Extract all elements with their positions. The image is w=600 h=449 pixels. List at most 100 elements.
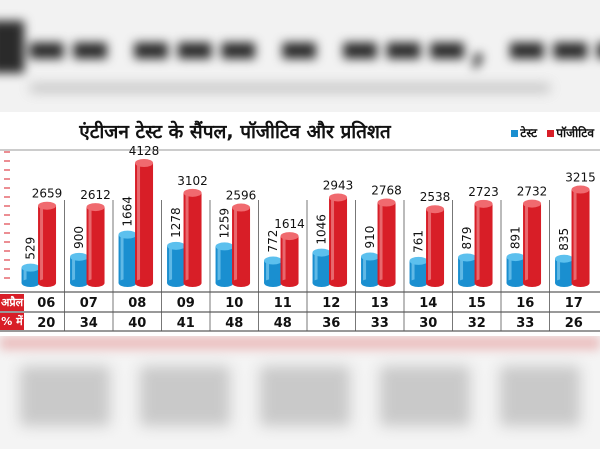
- test-bar-base: [361, 279, 380, 287]
- blurred-block: [140, 366, 230, 426]
- category-label: 07: [80, 296, 98, 311]
- positive-bar-base: [183, 279, 202, 287]
- test-bar-top: [21, 263, 40, 272]
- test-bar-base: [167, 279, 186, 287]
- percent-label: 32: [468, 316, 486, 331]
- positive-value-label: 2659: [32, 187, 63, 201]
- category-label: 09: [177, 296, 195, 311]
- positive-bar-highlight: [234, 207, 238, 283]
- test-bar-top: [506, 253, 525, 262]
- category-label: 10: [225, 296, 243, 311]
- test-bar-highlight: [411, 260, 415, 283]
- positive-bar-top: [135, 159, 154, 167]
- test-bar-top: [361, 252, 380, 261]
- test-bar-top: [264, 256, 283, 265]
- test-bar-base: [118, 279, 137, 287]
- legend: टेस्ट पॉजीटिव: [505, 124, 594, 141]
- percent-label: 34: [80, 316, 98, 331]
- percent-label: 36: [322, 316, 340, 331]
- category-label: 11: [274, 296, 292, 311]
- positive-bar-top: [571, 185, 590, 194]
- category-label: 08: [128, 296, 146, 311]
- legend-tests-swatch: [511, 129, 519, 137]
- percent-label: 33: [371, 316, 389, 331]
- test-bar-base: [21, 279, 40, 287]
- positive-value-label: 4128: [129, 144, 160, 158]
- test-bar-base: [555, 279, 574, 287]
- test-bar-base: [458, 279, 477, 287]
- percent-label: 41: [177, 316, 195, 331]
- test-bar-base: [409, 279, 428, 287]
- percent-label: 26: [565, 316, 583, 331]
- test-value-label: 529: [24, 237, 38, 260]
- positive-bar-base: [232, 279, 251, 287]
- positive-bar-highlight: [428, 209, 432, 283]
- category-label: 14: [419, 296, 437, 311]
- test-bar-top: [312, 248, 331, 257]
- positive-bar-base: [135, 279, 154, 287]
- positive-bar-top: [426, 205, 445, 214]
- positive-bar-base: [280, 279, 299, 287]
- test-bar-top: [70, 252, 89, 261]
- positive-value-label: 2723: [468, 185, 499, 199]
- positive-bar-highlight: [476, 203, 480, 283]
- category-label: 16: [516, 296, 534, 311]
- test-value-label: 1259: [218, 208, 232, 239]
- chart-title: एंटीजन टेस्ट के सैंपल, पॉजीटिव और प्रतिश…: [79, 121, 391, 143]
- positive-bar-highlight: [137, 163, 141, 283]
- positive-bar-base: [86, 279, 105, 287]
- positive-value-label: 2612: [80, 188, 111, 202]
- positive-value-label: 1614: [274, 217, 305, 231]
- positive-value-label: 2732: [517, 185, 548, 199]
- positive-bar-top: [377, 198, 396, 207]
- date-row-label: अप्रैल: [0, 294, 24, 311]
- positive-bar-base: [523, 279, 542, 287]
- positive-bar-top: [232, 203, 251, 212]
- test-bar-highlight: [217, 246, 221, 283]
- positive-bar-highlight: [379, 202, 383, 283]
- positive-value-label: 3102: [177, 174, 208, 188]
- percent-label: 48: [225, 316, 243, 331]
- test-bar-base: [70, 279, 89, 287]
- positive-bar-highlight: [331, 197, 335, 283]
- category-label: 17: [565, 296, 583, 311]
- test-bar-top: [215, 242, 234, 251]
- positive-bar-highlight: [525, 203, 529, 283]
- test-bar-highlight: [23, 267, 27, 283]
- positive-bar-base: [38, 279, 57, 287]
- blurred-block: [500, 366, 580, 426]
- legend-positive-swatch: [547, 129, 555, 137]
- positive-value-label: 2943: [323, 178, 354, 192]
- percent-label: 30: [419, 316, 437, 331]
- test-bar-base: [506, 279, 525, 287]
- test-bar-highlight: [557, 258, 561, 283]
- positive-value-label: 2596: [226, 189, 257, 203]
- test-bar-highlight: [169, 245, 173, 283]
- blurred-footer-area: [0, 336, 600, 449]
- category-label: 13: [371, 296, 389, 311]
- test-value-label: 900: [72, 226, 86, 249]
- test-value-label: 879: [460, 227, 474, 250]
- test-bar-top: [118, 230, 137, 239]
- positive-bar-highlight: [40, 205, 44, 283]
- test-bar-top: [167, 241, 186, 250]
- blurred-header-area: █▬▬ ▬▬▬ ▬ ▬▬▬, ▬▬▬▬▬ ▬▬▬ ▬▬▬▬: [0, 0, 600, 112]
- positive-bar-base: [329, 279, 348, 287]
- category-label: 06: [37, 296, 55, 311]
- positive-bar-highlight: [185, 192, 189, 283]
- blurred-red-strip: [0, 336, 600, 350]
- positive-bar-top: [38, 201, 57, 210]
- positive-value-label: 3215: [565, 171, 596, 185]
- positive-bar-highlight: [282, 236, 286, 283]
- test-bar-top: [409, 256, 428, 265]
- positive-bar-base: [571, 279, 590, 287]
- test-value-label: 1046: [315, 214, 329, 245]
- positive-bar-top: [329, 193, 348, 202]
- test-bar-highlight: [314, 252, 318, 283]
- positive-bar-highlight: [88, 207, 92, 283]
- test-bar-highlight: [363, 256, 367, 283]
- positive-bar-top: [474, 199, 493, 208]
- positive-bar-top: [183, 188, 202, 197]
- blurred-rule: [30, 84, 550, 92]
